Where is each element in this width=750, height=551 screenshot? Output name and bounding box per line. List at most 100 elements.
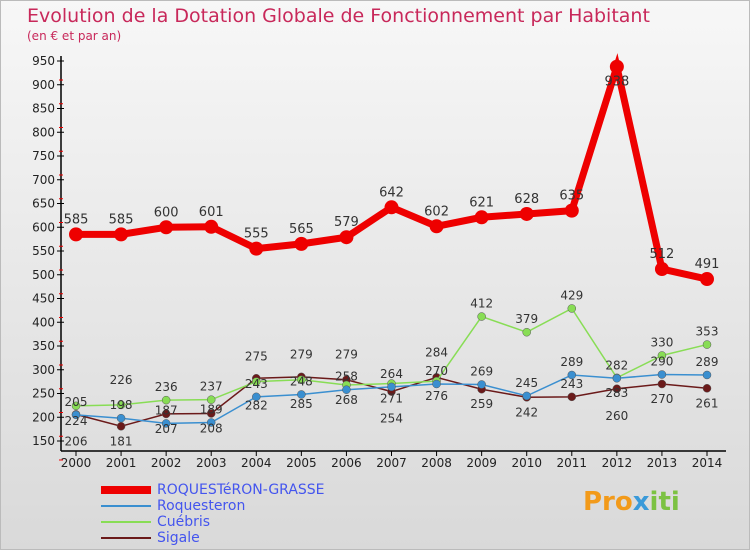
y-tick-label: 800: [32, 125, 55, 139]
legend-item: Roquesteron: [101, 498, 325, 514]
legend-item: Cuébris: [101, 514, 325, 530]
data-label: 260: [605, 409, 628, 423]
x-tick-label: 2011: [557, 456, 588, 470]
data-point: [114, 227, 129, 242]
data-label: 565: [289, 222, 314, 237]
data-point: [71, 410, 81, 420]
data-point: [71, 401, 81, 411]
data-point: [657, 379, 667, 389]
data-label: 379: [515, 312, 538, 326]
legend-swatch: [101, 486, 151, 494]
data-point: [564, 203, 579, 218]
data-label: 283: [605, 386, 628, 400]
data-point: [342, 385, 351, 394]
data-label: 245: [515, 376, 538, 390]
data-point: [522, 327, 531, 337]
data-point: [69, 227, 83, 242]
x-tick-label: 2004: [241, 456, 272, 470]
data-label: 290: [650, 355, 673, 369]
data-label: 642: [379, 185, 404, 200]
data-label: 236: [155, 380, 178, 394]
data-label: 268: [335, 393, 358, 407]
y-tick-label: 750: [32, 149, 55, 163]
x-tick-label: 2002: [151, 456, 182, 470]
data-point: [252, 377, 261, 386]
data-point: [161, 409, 171, 419]
data-point: [297, 375, 306, 384]
data-label: 270: [425, 364, 448, 378]
legend-item: ROQUESTéRON-GRASSE: [101, 482, 325, 498]
data-point: [474, 210, 489, 225]
data-label: 284: [425, 345, 448, 359]
data-label: 271: [380, 392, 403, 406]
data-label: 205: [65, 395, 88, 409]
x-tick-label: 2001: [106, 456, 137, 470]
data-point: [700, 272, 714, 287]
data-label: 289: [696, 355, 719, 369]
y-tick-label: 850: [32, 102, 55, 116]
legend-swatch: [101, 505, 151, 507]
data-label: 206: [65, 434, 88, 448]
legend-label: Sigale: [157, 530, 200, 546]
data-label: 207: [155, 422, 178, 436]
data-point: [384, 200, 399, 215]
chart-title: Evolution de la Dotation Globale de Fonc…: [27, 5, 650, 27]
y-tick-label: 500: [32, 268, 55, 282]
legend-label: Cuébris: [157, 514, 211, 530]
data-label: 279: [290, 348, 313, 362]
data-point: [206, 395, 216, 404]
y-tick-label: 950: [32, 54, 55, 68]
data-point: [387, 382, 396, 392]
y-tick-label: 250: [32, 387, 55, 401]
y-tick-label: 350: [32, 339, 55, 353]
legend-swatch: [101, 537, 151, 539]
data-label: 600: [154, 205, 179, 220]
data-point: [654, 262, 669, 277]
y-tick-label: 450: [32, 292, 55, 306]
data-point: [612, 384, 622, 393]
legend-label: ROQUESTéRON-GRASSE: [157, 482, 325, 498]
data-label: 938: [604, 75, 629, 90]
data-point: [252, 392, 261, 402]
data-point: [116, 413, 126, 423]
x-tick-label: 2007: [376, 456, 407, 470]
data-label: 264: [380, 367, 403, 381]
data-label: 181: [110, 434, 133, 448]
data-point: [339, 230, 354, 245]
data-point: [249, 241, 264, 256]
data-point: [116, 400, 126, 410]
data-point: [116, 422, 126, 431]
data-point: [432, 379, 441, 389]
data-label: 279: [335, 348, 358, 362]
data-label: 259: [470, 397, 493, 411]
data-point: [612, 374, 622, 383]
y-tick-label: 600: [32, 220, 55, 234]
y-tick-label: 550: [32, 244, 55, 258]
data-label: 248: [290, 374, 313, 388]
data-point: [204, 219, 219, 234]
data-label: 282: [605, 358, 628, 372]
data-label: 628: [514, 192, 539, 207]
data-label: 555: [244, 227, 269, 242]
data-label: 187: [155, 403, 178, 417]
data-label: 189: [200, 402, 223, 416]
data-point: [567, 392, 577, 402]
data-label: 353: [696, 325, 719, 339]
data-point: [161, 419, 171, 428]
data-label: 243: [560, 377, 583, 391]
data-point: [522, 391, 531, 401]
data-label: 269: [470, 364, 493, 378]
data-point: [206, 409, 216, 418]
data-label: 243: [245, 377, 268, 391]
data-label: 254: [380, 412, 403, 426]
data-label: 512: [650, 247, 675, 262]
data-label: 585: [64, 212, 89, 227]
x-tick-label: 2013: [647, 456, 678, 470]
legend-label: Roquesteron: [157, 498, 246, 514]
y-tick-label: 400: [32, 315, 55, 329]
data-label: 621: [469, 195, 494, 210]
data-point: [609, 59, 624, 74]
data-label: 275: [245, 350, 268, 364]
x-tick-label: 2000: [61, 456, 92, 470]
